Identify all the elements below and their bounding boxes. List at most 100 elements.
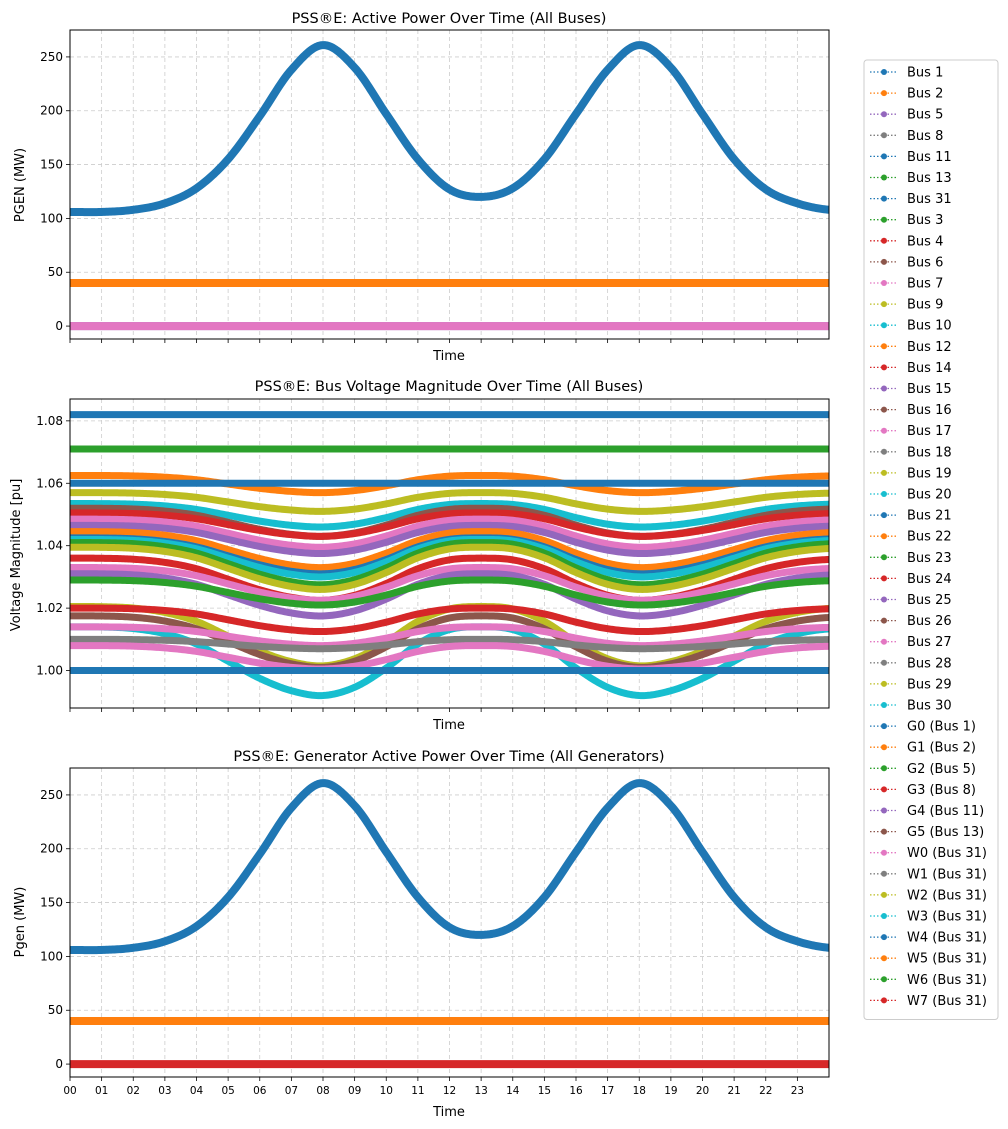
- legend-label: Bus 11: [907, 150, 952, 165]
- legend-marker: [881, 322, 887, 329]
- panel2-marks: 1.00 1.02 1.04 1.06 1.08: [36, 398, 830, 712]
- series-line: [70, 41, 829, 217]
- legend-marker: [881, 237, 887, 244]
- legend-label: G2 (Bus 5): [907, 762, 976, 777]
- panel2-series: [70, 411, 829, 700]
- legend-label: Bus 17: [907, 424, 952, 439]
- panel-voltage: PSS®E: Bus Voltage Magnitude Over Time (…: [9, 379, 643, 733]
- legend-marker: [881, 934, 887, 941]
- panel1-title: PSS®E: Active Power Over Time (All Buses…: [292, 11, 607, 27]
- y-tick-label: 150: [40, 158, 63, 172]
- panel1-ylabel: PGEN (MW): [13, 148, 28, 222]
- y-tick-label: 1.00: [36, 664, 63, 678]
- y-tick-label: 1.08: [36, 414, 63, 428]
- legend-label: Bus 29: [907, 677, 952, 692]
- axes-frame: [69, 29, 830, 340]
- legend-marker: [881, 364, 887, 371]
- legend-label: Bus 31: [907, 192, 952, 207]
- series-line: [70, 576, 829, 609]
- x-tick-label: 08: [316, 1085, 329, 1097]
- legend-label: W4 (Bus 31): [907, 931, 987, 946]
- legend-marker: [881, 913, 887, 919]
- y-tick-label: 200: [40, 842, 63, 856]
- legend-marker: [881, 744, 887, 751]
- legend-label: Bus 22: [907, 530, 952, 545]
- legend-label: Bus 6: [907, 255, 943, 270]
- legend-label: Bus 26: [907, 614, 952, 629]
- axes-frame: [69, 767, 830, 1078]
- legend-marker: [881, 406, 887, 413]
- x-tick-label: 17: [601, 1085, 614, 1097]
- legend-marker: [881, 90, 887, 97]
- y-tick-label: 0: [55, 1057, 63, 1071]
- legend-marker: [881, 659, 887, 666]
- y-tick-label: 250: [40, 50, 63, 64]
- legend-marker: [881, 427, 887, 434]
- legend-marker: [881, 301, 887, 308]
- legend-label: Bus 27: [907, 635, 952, 650]
- y-tick-label: 1.02: [36, 601, 63, 615]
- x-tick-label: 20: [696, 1085, 709, 1097]
- legend-label: Bus 1: [907, 66, 943, 81]
- series-line: [70, 509, 829, 540]
- y-tick-label: 100: [40, 949, 63, 963]
- legend-label: Bus 14: [907, 361, 952, 376]
- x-tick-label: 14: [506, 1085, 520, 1097]
- series-line: [70, 779, 829, 955]
- y-tick-label: 150: [40, 896, 63, 910]
- panel3-ylabel: Pgen (MW): [13, 887, 28, 958]
- x-tick-label: 02: [127, 1085, 140, 1097]
- legend-marker: [881, 491, 887, 497]
- legend-label: Bus 24: [907, 572, 952, 587]
- legend-label: Bus 16: [907, 403, 952, 418]
- legend-marker: [881, 512, 887, 519]
- legend-marker: [881, 448, 887, 455]
- legend-marker: [881, 765, 887, 772]
- legend-marker: [881, 174, 887, 181]
- legend-label: Bus 18: [907, 445, 952, 460]
- y-tick-label: 200: [40, 104, 63, 118]
- series-line: [70, 543, 829, 593]
- legend-marker: [881, 575, 887, 582]
- legend-label: Bus 19: [907, 466, 952, 481]
- legend-frame: [863, 59, 999, 1020]
- panel3-series: [70, 779, 829, 1069]
- y-tick-label: 100: [40, 211, 63, 225]
- x-tick-label: 22: [759, 1085, 772, 1097]
- legend-marker: [881, 554, 887, 561]
- axes-frame: [69, 398, 830, 709]
- legend-label: Bus 8: [907, 129, 943, 144]
- x-tick-label: 05: [221, 1085, 234, 1097]
- legend-marker: [881, 533, 887, 540]
- legend-marker: [881, 723, 887, 730]
- panel2-xlabel: Time: [432, 718, 465, 733]
- legend-label: W3 (Bus 31): [907, 910, 987, 925]
- panel3-title: PSS®E: Generator Active Power Over Time …: [233, 749, 664, 765]
- legend-label: Bus 2: [907, 87, 943, 102]
- series-line: [70, 528, 829, 572]
- x-tick-label: 09: [348, 1085, 361, 1097]
- series-line: [70, 635, 829, 653]
- x-tick-label: 15: [538, 1085, 551, 1097]
- legend-label: G3 (Bus 8): [907, 783, 976, 798]
- legend-marker: [881, 849, 887, 856]
- legend-label: Bus 30: [907, 699, 952, 714]
- series-line: [70, 623, 829, 650]
- legend-label: Bus 12: [907, 340, 952, 355]
- legend-label: W6 (Bus 31): [907, 973, 987, 988]
- x-tick-label: 23: [791, 1085, 804, 1097]
- series-line: [70, 564, 829, 604]
- x-tick-label: 03: [158, 1085, 171, 1097]
- legend-marker: [881, 997, 887, 1004]
- y-tick-label: 50: [48, 1003, 63, 1017]
- panel-generator-power: PSS®E: Generator Active Power Over Time …: [13, 749, 665, 1120]
- legend-marker: [881, 385, 887, 392]
- legend-marker: [881, 828, 887, 835]
- legend-label: Bus 20: [907, 488, 952, 503]
- legend-marker: [881, 807, 887, 814]
- series-line: [70, 539, 829, 589]
- legend-marker: [881, 638, 887, 645]
- panel1-series: [70, 41, 829, 331]
- legend-label: Bus 13: [907, 171, 952, 186]
